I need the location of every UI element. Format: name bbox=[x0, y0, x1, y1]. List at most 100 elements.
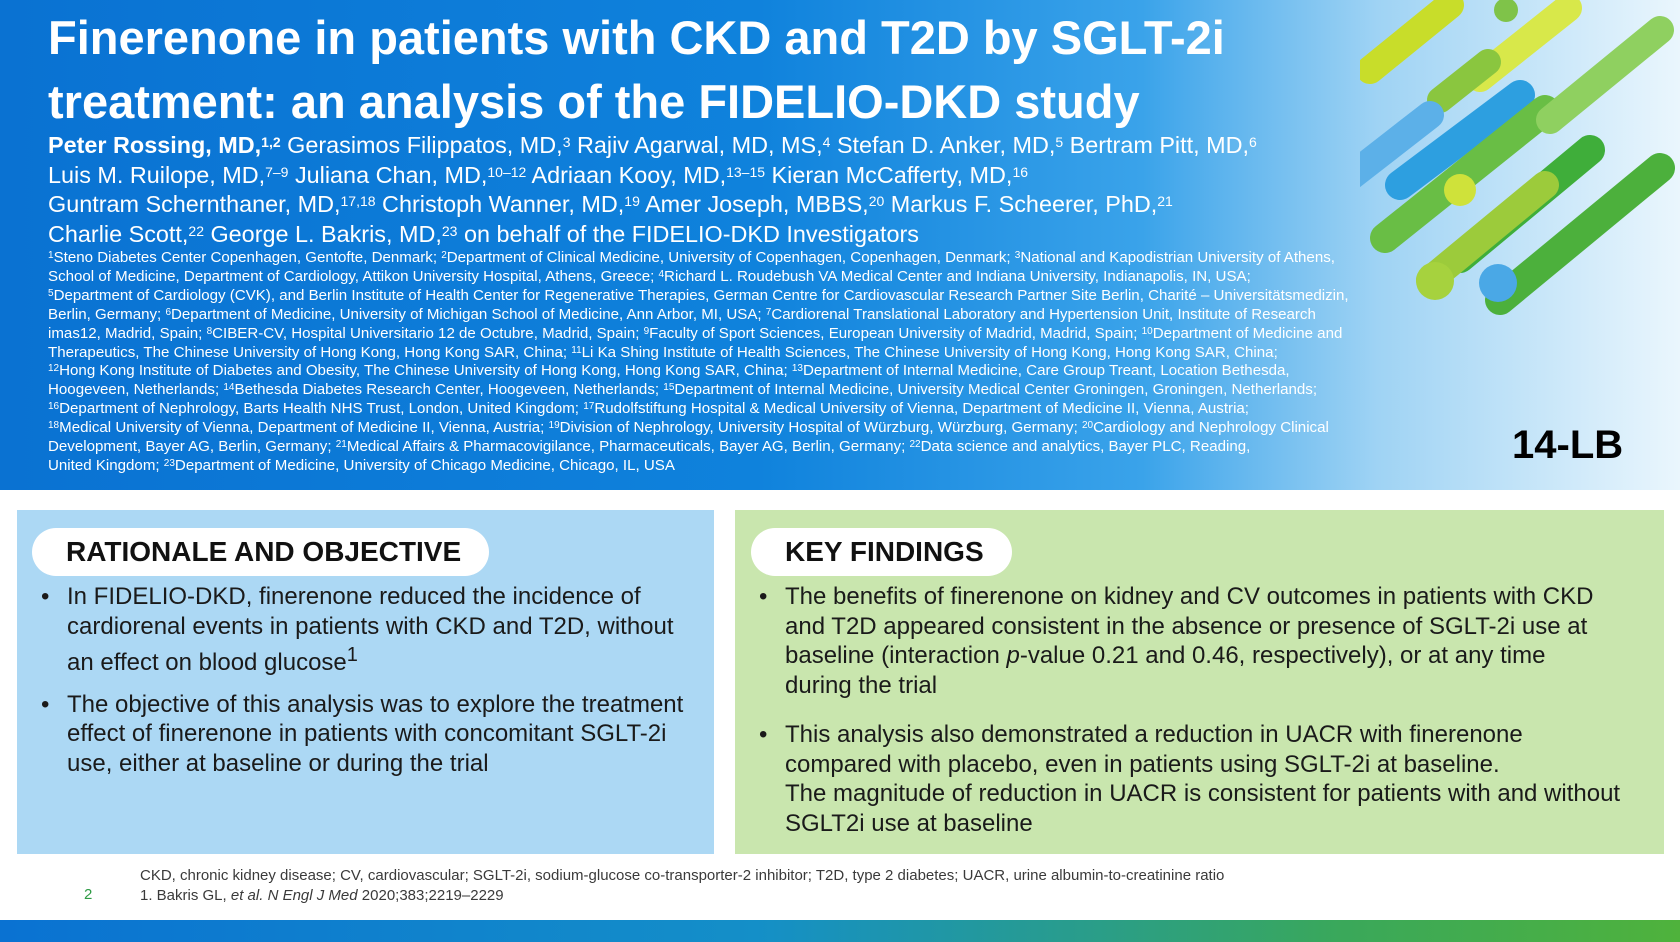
text-run: -value 0.21 and 0.46, respectively), or … bbox=[1019, 642, 1546, 669]
text-run: p bbox=[1006, 642, 1020, 669]
superscript: 4 bbox=[658, 268, 665, 280]
text-run: Bertram Pitt, MD, bbox=[1063, 132, 1250, 158]
text-run: George L. Bakris, MD, bbox=[203, 220, 442, 247]
text-run: School of Medicine, Department of Cardio… bbox=[48, 267, 659, 285]
text-run: Rajiv Agarwal, MD, MS, bbox=[570, 132, 823, 158]
text-run: Berlin, Germany; bbox=[48, 305, 166, 323]
text-run: Data science and analytics, Bayer PLC, R… bbox=[920, 438, 1251, 456]
key-findings-bullet-text-1: The benefits of finerenone on kidney and… bbox=[785, 583, 1593, 699]
text-run: Department of Medicine, University of Ch… bbox=[174, 456, 675, 474]
superscript: 22 bbox=[909, 439, 921, 451]
text-run: effect of finerenone in patients with co… bbox=[67, 720, 667, 747]
text-run: 2020;383;2219–2229 bbox=[357, 887, 504, 904]
text-run: Richard L. Roudebush VA Medical Center a… bbox=[664, 267, 1251, 285]
text-run: Department of Nephrology, Barts Health N… bbox=[59, 400, 584, 418]
text-run: Hoogeveen, Netherlands; bbox=[48, 381, 224, 399]
key-findings-heading: KEY FINDINGS bbox=[751, 528, 1012, 576]
superscript: 21 bbox=[335, 439, 347, 451]
superscript: 13 bbox=[791, 363, 803, 375]
text-run: Department of Internal Medicine, Care Gr… bbox=[803, 362, 1290, 380]
superscript: 13–15 bbox=[726, 163, 766, 180]
superscript: 7–9 bbox=[265, 163, 289, 180]
affiliations-line: imas12, Madrid, Spain; 8CIBER-CV, Hospit… bbox=[48, 325, 1418, 344]
superscript: 23 bbox=[163, 457, 175, 469]
text-run: Stefan D. Anker, MD, bbox=[830, 132, 1056, 158]
author-list-line: Charlie Scott,22 George L. Bakris, MD,23… bbox=[48, 220, 1378, 250]
rationale-bullet-2: • The objective of this analysis was to … bbox=[37, 690, 713, 779]
superscript: 20 bbox=[1081, 420, 1094, 432]
text-run: This analysis also demonstrated a reduct… bbox=[785, 721, 1523, 748]
key-findings-panel: KEY FINDINGS • The benefits of finerenon… bbox=[735, 510, 1664, 854]
bullet-dot-icon: • bbox=[759, 583, 768, 610]
text-run: 1. Bakris GL, bbox=[140, 887, 231, 904]
text-run: cardiorenal events in patients with CKD … bbox=[67, 612, 674, 640]
text-run: National and Kapodistrian University of … bbox=[1020, 249, 1335, 266]
text-run: Faculty of Sport Sciences, European Univ… bbox=[649, 324, 1142, 342]
text-run: Department of Cardiology (CVK), and Berl… bbox=[53, 286, 1349, 304]
text-run: during the trial bbox=[785, 671, 938, 699]
superscript: 1,2 bbox=[261, 134, 281, 150]
key-findings-bullet-2: • This analysis also demonstrated a redu… bbox=[755, 720, 1660, 838]
affiliations-line: United Kingdom; 23Department of Medicine… bbox=[48, 457, 1418, 476]
superscript: 4 bbox=[822, 134, 831, 150]
author-list: Peter Rossing, MD,1,2 Gerasimos Filippat… bbox=[48, 131, 1378, 249]
poster-header: Finerenone in patients with CKD and T2D … bbox=[0, 0, 1680, 490]
footnotes: CKD, chronic kidney disease; CV, cardiov… bbox=[140, 866, 1224, 906]
text-run: Adriaan Kooy, MD, bbox=[526, 161, 727, 188]
affiliations-line: Development, Bayer AG, Berlin, Germany; … bbox=[48, 438, 1418, 457]
text-run: et al. bbox=[230, 887, 264, 904]
text-run: SGLT2i use at baseline bbox=[785, 809, 1033, 837]
text-run: United Kingdom; bbox=[48, 456, 164, 474]
text-run: Development, Bayer AG, Berlin, Germany; bbox=[48, 438, 336, 456]
rationale-bullet-text-2: The objective of this analysis was to ex… bbox=[67, 691, 683, 777]
author-list-line: Luis M. Ruilope, MD,7–9 Juliana Chan, MD… bbox=[48, 161, 1378, 191]
superscript: 11 bbox=[571, 344, 582, 356]
superscript: 17 bbox=[583, 401, 595, 413]
abbreviations-footnote: CKD, chronic kidney disease; CV, cardiov… bbox=[140, 867, 1225, 884]
author-list-line: Peter Rossing, MD,1,2 Gerasimos Filippat… bbox=[48, 131, 1378, 161]
text-run: an effect on blood glucose bbox=[67, 649, 347, 676]
text-run: The objective of this analysis was to ex… bbox=[67, 690, 684, 718]
superscript: 7 bbox=[765, 306, 772, 318]
affiliations-line: School of Medicine, Department of Cardio… bbox=[48, 268, 1418, 287]
affiliations-line: 16Department of Nephrology, Barts Health… bbox=[48, 400, 1418, 419]
superscript: 10 bbox=[1141, 325, 1153, 337]
poster-code: 14-LB bbox=[1512, 423, 1624, 467]
superscript: 12 bbox=[48, 363, 60, 375]
text-run: baseline (interaction bbox=[785, 642, 1007, 669]
decorative-capsules bbox=[1360, 0, 1675, 315]
affiliations-line: Hoogeveen, Netherlands; 14Bethesda Diabe… bbox=[48, 381, 1418, 400]
superscript: 23 bbox=[441, 222, 458, 239]
superscript: 21 bbox=[1157, 193, 1173, 209]
key-findings-bullets: • The benefits of finerenone on kidney a… bbox=[755, 582, 1660, 838]
rationale-bullet-text-1: In FIDELIO-DKD, finerenone reduced the i… bbox=[67, 583, 674, 676]
text-run: Peter Rossing, MD, bbox=[48, 132, 262, 158]
text-run: Department of Medicine, University of Mi… bbox=[171, 305, 766, 323]
superscript: 6 bbox=[1249, 134, 1257, 150]
affiliations-line: 5Department of Cardiology (CVK), and Ber… bbox=[48, 287, 1418, 306]
bullet-dot-icon: • bbox=[41, 690, 50, 718]
superscript: 6 bbox=[165, 306, 171, 318]
superscript: 9 bbox=[643, 325, 650, 337]
title-line-2: treatment: an analysis of the FIDELIO-DK… bbox=[48, 75, 1140, 128]
rationale-heading: RATIONALE AND OBJECTIVE bbox=[32, 528, 490, 576]
bullet-dot-icon: • bbox=[759, 721, 768, 748]
affiliations: 1Steno Diabetes Center Copenhagen, Gento… bbox=[48, 249, 1418, 476]
text-run: The magnitude of reduction in UACR is co… bbox=[785, 780, 1621, 807]
text-run: Li Ka Shing Institute of Health Sciences… bbox=[581, 343, 1278, 361]
superscript: 1 bbox=[48, 250, 54, 261]
text-run: Hong Kong Institute of Diabetes and Obes… bbox=[59, 362, 792, 380]
superscript: 18 bbox=[48, 420, 60, 432]
text-run: compared with placebo, even in patients … bbox=[785, 750, 1500, 778]
page-number: 2 bbox=[84, 886, 93, 903]
text-run: on behalf of the FIDELIO-DKD Investigato… bbox=[457, 220, 919, 247]
superscript: 22 bbox=[188, 222, 204, 239]
superscript: 8 bbox=[206, 325, 213, 337]
rationale-bullets: • In FIDELIO-DKD, finerenone reduced the… bbox=[37, 582, 713, 778]
bottom-gradient-bar bbox=[0, 920, 1680, 942]
superscript: 10–12 bbox=[487, 163, 527, 180]
text-run: Gerasimos Filippatos, MD, bbox=[280, 132, 563, 158]
superscript: 3 bbox=[562, 134, 571, 150]
text-run: Juliana Chan, MD, bbox=[288, 161, 488, 188]
title-line-1: Finerenone in patients with CKD and T2D … bbox=[48, 11, 1225, 64]
